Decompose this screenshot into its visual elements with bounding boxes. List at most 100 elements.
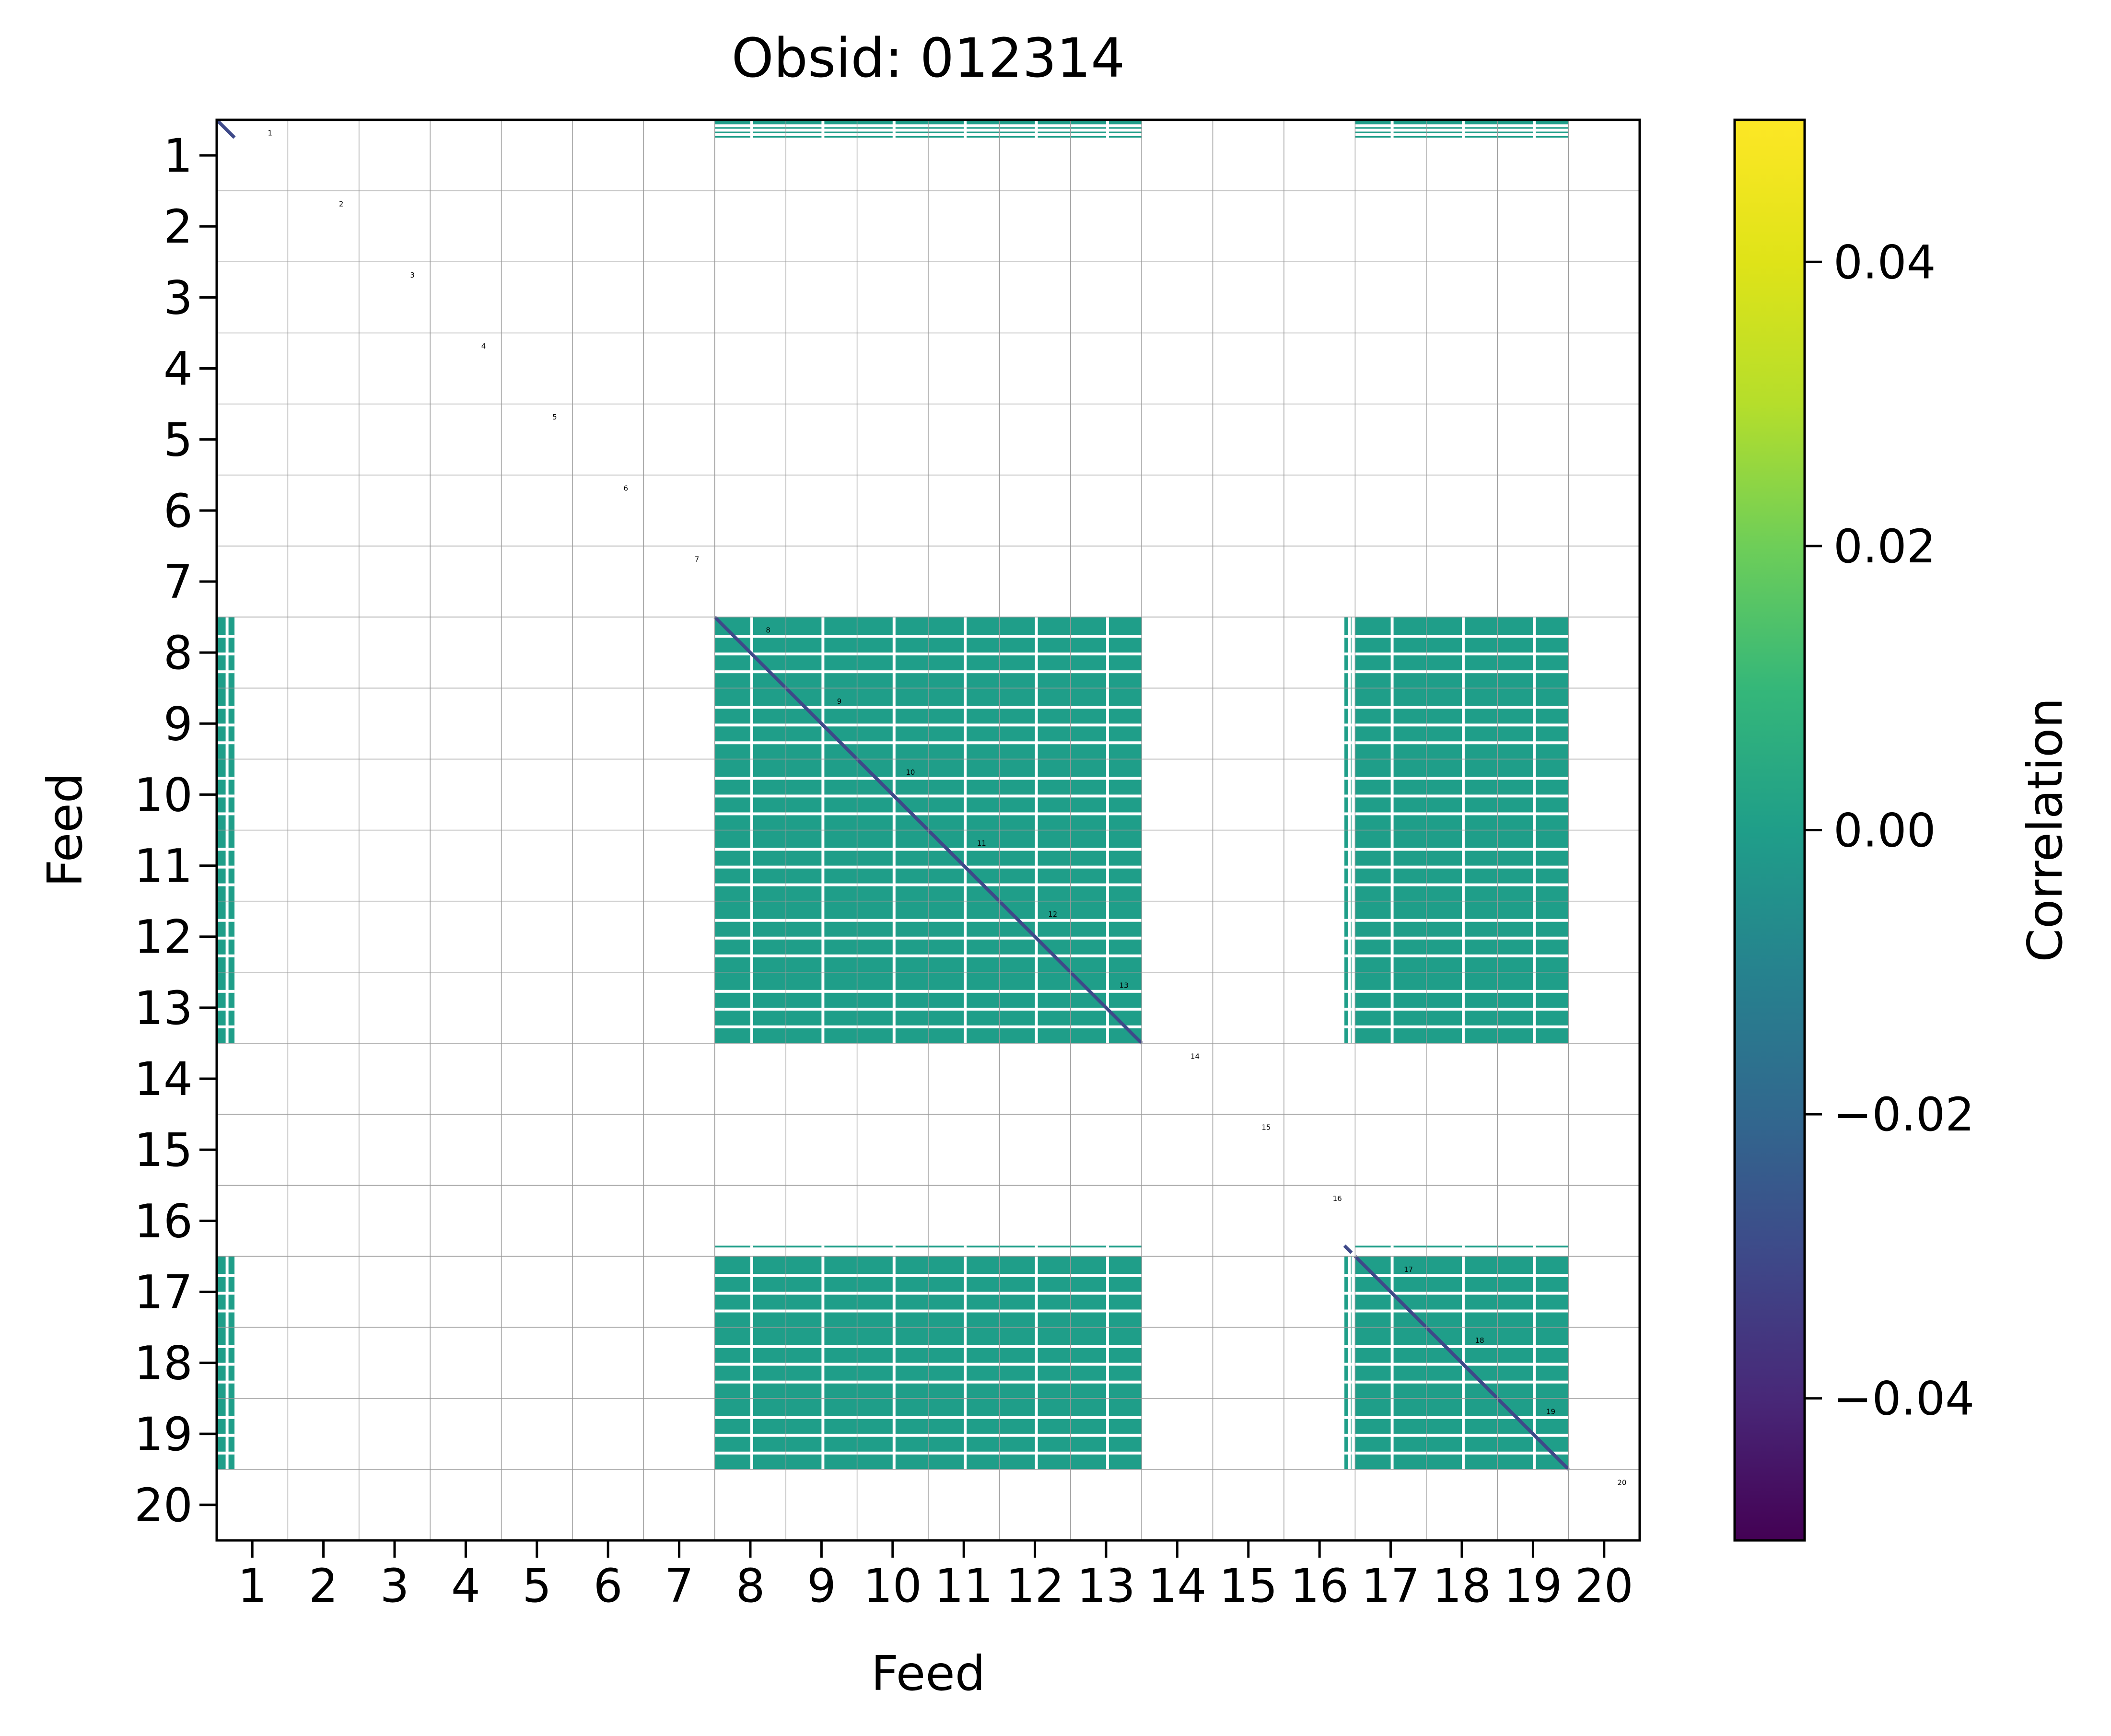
- y-tick-label-10: 10: [134, 768, 193, 822]
- masked-strip: [786, 883, 857, 886]
- block-label-17: 17: [1404, 1265, 1413, 1274]
- masked-strip: [1355, 1416, 1426, 1419]
- masked-strip: [892, 972, 896, 1043]
- masked-strip: [1344, 1292, 1352, 1295]
- masked-strip: [1344, 1416, 1352, 1419]
- colorbar-tick-label: 0.02: [1833, 520, 1936, 573]
- diagonal-segment-12: [998, 900, 1072, 974]
- y-tick-label-6: 6: [163, 484, 193, 538]
- masked-strip: [786, 1451, 857, 1455]
- diagonal-segment-13: [1069, 971, 1143, 1045]
- masked-strip: [1355, 883, 1426, 886]
- x-tick-label-8: 8: [735, 1559, 765, 1613]
- y-tick-label-16: 16: [134, 1194, 193, 1248]
- x-axis-ticks: 1 2 3 4 5 6 7 8 9 10 11 12 13 14 15 16 17 18 19 20: [238, 1540, 1633, 1613]
- masked-strip: [1035, 688, 1038, 759]
- colorbar-tick-label: −0.04: [1833, 1372, 1974, 1426]
- y-tick-label-7: 7: [163, 555, 193, 609]
- masked-strip: [1355, 723, 1426, 727]
- masked-strip: [217, 1451, 235, 1455]
- colorbar-tick-label: −0.02: [1833, 1088, 1974, 1142]
- masked-strip: [225, 1398, 229, 1469]
- masked-strip: [786, 635, 857, 638]
- heatmap-cell-19-1: [217, 1398, 235, 1469]
- masked-strip: [1355, 794, 1426, 798]
- masked-strip: [1348, 901, 1351, 972]
- y-tick-label-20: 20: [134, 1479, 193, 1532]
- block-label-8: 8: [766, 626, 770, 635]
- block-label-4: 4: [481, 342, 486, 350]
- block-label-15: 15: [1261, 1123, 1271, 1132]
- y-tick-label-9: 9: [163, 697, 193, 751]
- masked-strip: [1462, 617, 1465, 688]
- y-tick-label-13: 13: [134, 981, 193, 1035]
- masked-strip: [750, 688, 753, 759]
- masked-strip: [1344, 1451, 1352, 1455]
- masked-strip: [821, 1398, 825, 1469]
- masked-strip: [1344, 635, 1352, 638]
- masked-strip: [999, 1363, 1071, 1366]
- masked-strip: [964, 617, 967, 688]
- masked-strip: [821, 1327, 825, 1398]
- y-tick-label-12: 12: [134, 910, 193, 964]
- masked-strip: [892, 1246, 896, 1253]
- masked-strip: [1533, 617, 1536, 688]
- x-tick-label-11: 11: [934, 1559, 993, 1613]
- masked-strip: [217, 990, 235, 993]
- masked-strip: [821, 830, 825, 901]
- masked-strip: [1533, 972, 1536, 1043]
- x-tick-label-2: 2: [309, 1559, 338, 1613]
- masked-strip: [217, 1363, 235, 1366]
- masked-strip: [1355, 706, 1426, 709]
- masked-strip: [786, 1251, 857, 1254]
- x-tick-label-17: 17: [1362, 1559, 1420, 1613]
- masked-strip: [750, 830, 753, 901]
- masked-strip: [892, 688, 896, 759]
- masked-strip: [786, 812, 857, 816]
- masked-strip: [786, 1247, 857, 1250]
- masked-strip: [786, 1416, 857, 1419]
- masked-strip: [1533, 1256, 1536, 1328]
- masked-strip: [821, 759, 825, 830]
- y-tick-label-15: 15: [134, 1123, 193, 1177]
- x-tick-label-15: 15: [1219, 1559, 1278, 1613]
- masked-strip: [217, 1380, 235, 1384]
- masked-strip: [964, 688, 967, 759]
- masked-strip: [1462, 120, 1465, 138]
- masked-strip: [225, 759, 229, 830]
- masked-strip: [750, 1398, 753, 1469]
- masked-strip: [1106, 120, 1109, 138]
- masked-strip: [1533, 830, 1536, 901]
- heatmap-cell-19-9: [786, 1398, 857, 1469]
- masked-strip: [1390, 901, 1394, 972]
- masked-strip: [999, 652, 1071, 656]
- heatmap-cell-19-17: [1355, 1398, 1426, 1469]
- masked-strip: [750, 972, 753, 1043]
- masked-strip: [1533, 901, 1536, 972]
- x-axis-label: Feed: [871, 1645, 986, 1701]
- masked-strip: [999, 954, 1071, 957]
- masked-strip: [786, 124, 857, 128]
- masked-strip: [1344, 865, 1352, 869]
- masked-strip: [786, 794, 857, 798]
- masked-strip: [217, 741, 235, 745]
- masked-strip: [217, 652, 235, 656]
- masked-strip: [1355, 1363, 1426, 1366]
- masked-strip: [964, 972, 967, 1043]
- masked-strip: [1462, 1398, 1465, 1469]
- masked-strip: [217, 812, 235, 816]
- masked-strip: [750, 901, 753, 972]
- masked-strip: [786, 777, 857, 780]
- masked-strip: [1035, 1398, 1038, 1469]
- masked-strip: [1462, 759, 1465, 830]
- colorbar: [1733, 118, 1806, 1542]
- masked-strip: [821, 972, 825, 1043]
- diagonal-segment-9: [784, 687, 859, 760]
- masked-strip: [786, 670, 857, 674]
- plot-frame: [215, 118, 1641, 1542]
- masked-strip: [217, 1416, 235, 1419]
- x-tick-label-19: 19: [1504, 1559, 1562, 1613]
- masked-strip: [1344, 1363, 1352, 1366]
- masked-strip: [1533, 1246, 1536, 1253]
